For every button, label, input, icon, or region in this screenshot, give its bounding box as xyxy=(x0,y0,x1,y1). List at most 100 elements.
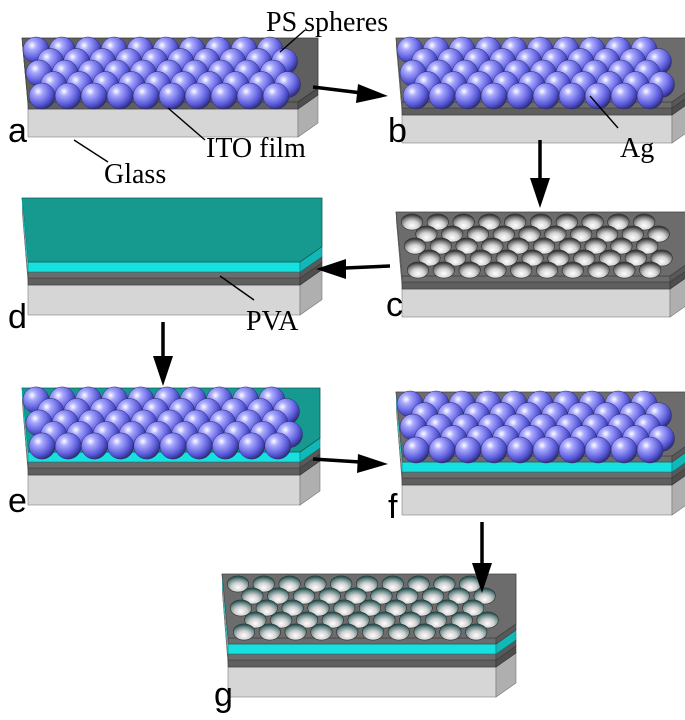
ag-hole xyxy=(347,611,370,629)
ps-sphere xyxy=(238,432,265,460)
ps-sphere xyxy=(262,82,290,110)
left-edge-ag xyxy=(222,583,228,660)
layer-glass-side xyxy=(671,475,685,516)
ps-sphere xyxy=(428,436,456,464)
ag-hole xyxy=(387,623,410,641)
layer-ito-front xyxy=(27,277,301,286)
ag-hole xyxy=(358,599,382,617)
layer-glass-front xyxy=(401,288,671,318)
ag-hole xyxy=(458,261,481,279)
ag-hole xyxy=(321,611,344,629)
left-edge-ag xyxy=(396,38,402,108)
left-edge-ito xyxy=(22,397,28,475)
ag-hole xyxy=(355,575,379,593)
label-ito-film: ITO film xyxy=(206,133,306,164)
ag-hole xyxy=(570,225,593,243)
ag-hole xyxy=(495,249,518,267)
ag-hole xyxy=(258,623,281,641)
ag-hole xyxy=(406,261,430,279)
label-ps-spheres: PS spheres xyxy=(266,7,388,38)
ps-sphere xyxy=(402,82,430,110)
ps-sphere xyxy=(106,82,134,110)
ag-hole xyxy=(561,261,584,279)
pva-leader xyxy=(219,275,255,301)
ag-hole xyxy=(318,587,341,605)
glass-leader xyxy=(73,139,109,163)
ag-hole xyxy=(344,587,367,605)
ag-hole xyxy=(267,587,290,605)
layer-ag-side xyxy=(671,462,685,479)
panel-a xyxy=(21,36,319,138)
ag-hole xyxy=(381,575,404,593)
ag-hole xyxy=(455,237,478,255)
ag-hole xyxy=(432,261,455,279)
ag-hole xyxy=(581,213,604,231)
ag-hole xyxy=(466,225,490,243)
ps-sphere xyxy=(107,432,134,460)
ps-sphere xyxy=(184,82,212,110)
ps-sphere xyxy=(558,436,586,464)
ag-hole xyxy=(473,587,496,605)
layer-glass-front xyxy=(401,484,673,516)
ag-hole xyxy=(450,611,473,629)
ag-hole xyxy=(252,575,275,593)
ps-sphere xyxy=(532,436,560,464)
ag-hole xyxy=(370,587,393,605)
ag-hole xyxy=(476,611,499,629)
ag-hole xyxy=(544,225,567,243)
ag-hole xyxy=(333,599,356,617)
left-edge-pva xyxy=(222,577,228,654)
left-edge-pva xyxy=(396,395,402,472)
ag-hole xyxy=(407,575,430,593)
layer-glass-front xyxy=(27,108,299,138)
ag-hole xyxy=(504,213,527,231)
layer-glass-front xyxy=(401,114,673,144)
ag-hole xyxy=(624,249,647,267)
layer-ag-side xyxy=(671,92,685,109)
ps-sphere xyxy=(28,82,56,110)
ps-sphere xyxy=(236,82,264,110)
ag-hole xyxy=(439,623,462,641)
ag-hole xyxy=(241,587,264,605)
ag-hole xyxy=(613,261,636,279)
ag-hole xyxy=(595,225,619,243)
ag-hole xyxy=(650,249,673,267)
ag-hole xyxy=(587,261,610,279)
ag-hole xyxy=(478,213,501,231)
layer-glass-front xyxy=(227,666,497,698)
left-edge-ito xyxy=(396,405,402,485)
arrow-c-to-d xyxy=(316,259,391,279)
ps-sphere xyxy=(81,432,108,460)
ps-sphere xyxy=(610,82,638,110)
ps-sphere xyxy=(454,436,482,464)
ag-hole xyxy=(573,249,596,267)
layer-ito-side xyxy=(671,468,685,486)
left-edge-pva xyxy=(22,388,28,462)
label-ag: Ag xyxy=(620,133,654,164)
ag-hole xyxy=(426,213,449,231)
ag-hole xyxy=(396,587,419,605)
ps-sphere xyxy=(636,82,664,110)
ag-hole xyxy=(330,575,353,593)
ag-hole xyxy=(510,261,533,279)
layer-pva-front xyxy=(27,261,301,273)
ag-hole xyxy=(361,623,385,641)
layer-pva-side xyxy=(671,452,685,473)
ag-hole xyxy=(462,599,485,617)
ag-hole xyxy=(584,237,607,255)
panel-e xyxy=(21,386,321,506)
left-edge-ito xyxy=(22,38,28,109)
ag-hole xyxy=(429,237,452,255)
layer-ag-front xyxy=(401,471,673,479)
ag-hole xyxy=(436,599,459,617)
ps-sphere xyxy=(480,82,508,110)
layer-ito-front xyxy=(401,477,673,486)
panel-g xyxy=(221,573,517,698)
ag-hole xyxy=(413,623,436,641)
ps-sphere xyxy=(212,432,239,460)
ag-hole xyxy=(336,623,359,641)
layer-ito-front xyxy=(401,281,671,290)
left-edge-ag xyxy=(396,401,402,478)
ps-sphere xyxy=(506,82,534,110)
ag-hole xyxy=(607,213,630,231)
